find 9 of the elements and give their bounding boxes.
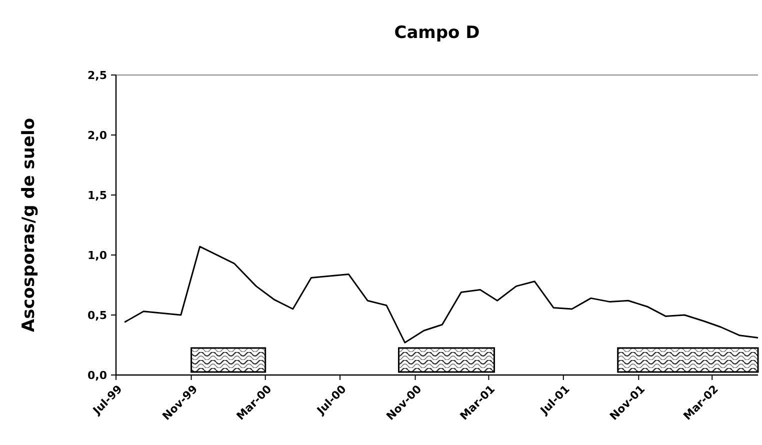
y-tick-label: 0,0 bbox=[88, 368, 108, 382]
y-tick-label: 2,5 bbox=[88, 68, 107, 82]
chart-title: Campo D bbox=[394, 23, 480, 43]
line-series bbox=[124, 246, 759, 344]
y-tick-label: 1,5 bbox=[88, 188, 107, 202]
y-tick-label: 0,5 bbox=[88, 308, 107, 322]
y-tick-label: 1,0 bbox=[88, 248, 108, 262]
y-axis-title: Ascosporas/g de suelo bbox=[19, 118, 39, 332]
y-tick-label: 2,0 bbox=[88, 128, 108, 142]
